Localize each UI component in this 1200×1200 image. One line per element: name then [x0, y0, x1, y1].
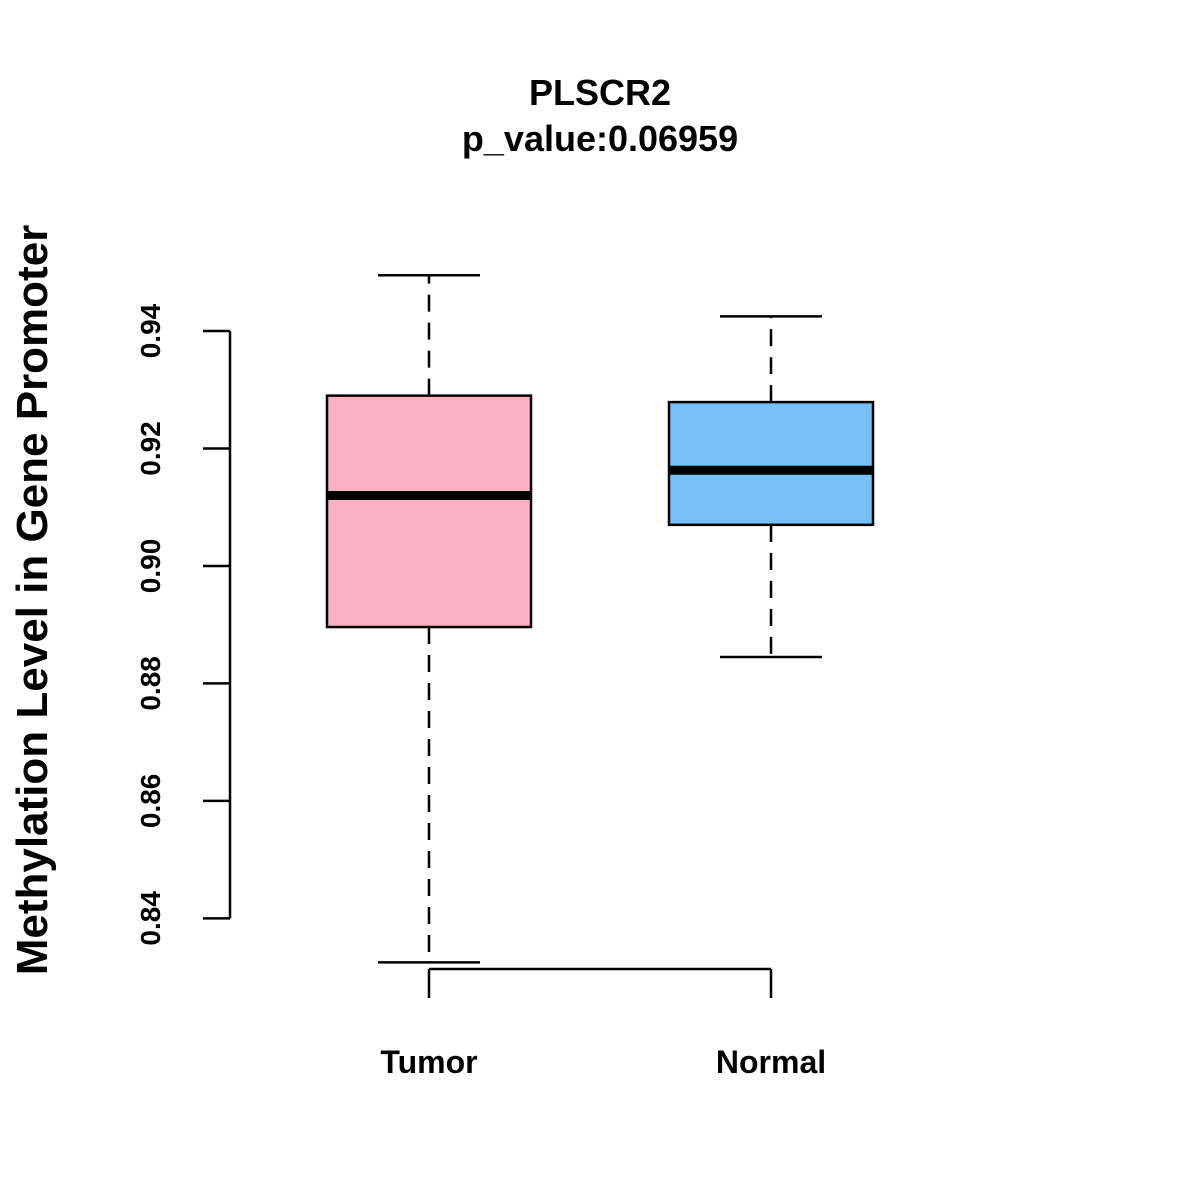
y-tick-label-0: 0.84	[135, 891, 166, 946]
boxes-layer	[325, 273, 875, 964]
chart-title: PLSCR2	[529, 72, 671, 113]
box-tumor	[325, 273, 533, 964]
x-tick-label-normal: Normal	[716, 1044, 826, 1080]
chart-subtitle: p_value:0.06959	[462, 118, 738, 159]
iqr-box-tumor	[325, 394, 533, 629]
y-axis-label: Methylation Level in Gene Promoter	[8, 225, 57, 976]
box-normal	[667, 315, 875, 659]
iqr-box-normal	[667, 400, 875, 527]
y-axis: 0.84 0.86 0.88 0.90 0.92 0.94	[135, 303, 232, 946]
y-tick-label-4: 0.92	[135, 421, 166, 476]
y-tick-label-5: 0.94	[135, 303, 166, 358]
y-tick-label-3: 0.90	[135, 539, 166, 594]
y-tick-label-1: 0.86	[135, 774, 166, 829]
x-axis: Tumor Normal	[380, 967, 826, 1080]
y-tick-label-2: 0.88	[135, 656, 166, 711]
x-tick-label-tumor: Tumor	[380, 1044, 477, 1080]
